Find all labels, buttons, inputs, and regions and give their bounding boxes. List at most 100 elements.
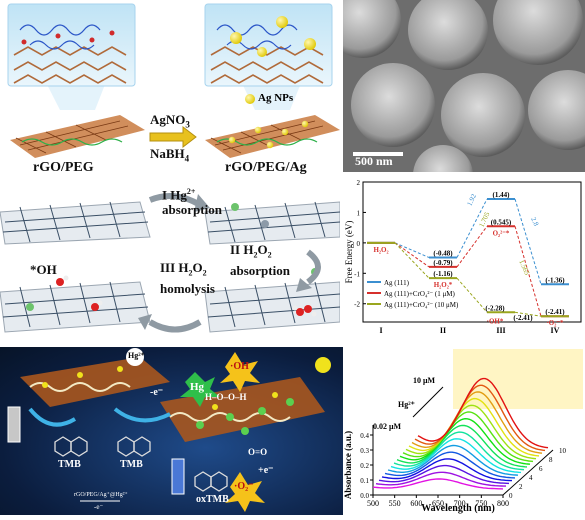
energy-value-label: (0.545)	[491, 218, 512, 226]
graphene-sheet-right	[205, 115, 340, 158]
lattice-right	[210, 46, 324, 84]
spectrum-curve	[390, 438, 522, 474]
energy-ytick-label: -2	[354, 301, 360, 309]
spectrum-curve	[399, 417, 531, 465]
spectrum-curve	[405, 404, 537, 460]
spectrum-curve	[381, 458, 512, 482]
lattice-step-3	[0, 281, 151, 333]
label-002um: 0.02 μM	[373, 422, 402, 431]
oh-label: *OH	[30, 262, 57, 277]
scheme-arrow-1	[28, 407, 77, 427]
energy-legend-label: Ag (111)+CrO₄²⁻ (10 μM)	[384, 301, 459, 309]
step1-label: I Hg2+ absorption	[162, 187, 222, 218]
energy-xtick-label: III	[496, 326, 505, 335]
spectra-xtick-label: 550	[389, 499, 401, 508]
legend-ag-nps: Ag NPs	[258, 92, 294, 104]
spectra-ztick-label: 10	[559, 447, 567, 455]
spectrum-curve	[387, 444, 519, 476]
label-rgo-peg: rGO/PEG	[33, 160, 94, 175]
reagent-agno3: AgNO3	[150, 112, 190, 130]
spectra-xlabel: Wavelength (nm)	[421, 503, 495, 514]
spectra-xtick-label: 600	[410, 499, 422, 508]
minus-e-label: -e⁻	[150, 387, 164, 398]
energy-connector	[394, 242, 430, 268]
scheme-sheet-1	[20, 357, 170, 407]
scheme-illustration	[7, 348, 331, 512]
step3-label: III H2O2 homolysis	[160, 260, 215, 296]
spectra-ytick-label: 0.0	[360, 492, 369, 500]
lattice-left	[13, 46, 127, 84]
hg-label: Hg	[190, 381, 205, 393]
ag-legend-dot	[245, 94, 255, 104]
hg-burst	[180, 372, 220, 407]
spectra-ztick-label: 4	[529, 474, 533, 482]
spectrum-curve	[396, 424, 528, 468]
energy-connector	[514, 311, 542, 317]
energy-xtick-label: II	[440, 326, 446, 335]
energy-value-label: (-1.36)	[545, 276, 565, 284]
ag-particles-zoom	[230, 16, 316, 57]
zoom-box-left	[7, 3, 136, 87]
tmb-molecule-1	[54, 436, 88, 457]
label-hg-ion: Hg²⁺	[398, 400, 415, 409]
energy-legend-label: Ag (111)	[384, 279, 410, 287]
spectra-ytick-label: 0.3	[360, 447, 369, 455]
sem-scale-label: 500 nm	[355, 154, 393, 168]
spectra-z-axis	[502, 449, 554, 496]
energy-value-label: (-1.16)	[433, 270, 453, 278]
graphene-sheet-left	[10, 115, 145, 158]
energy-legend-label: Ag (111)+CrO₄²⁻ (1 μM)	[384, 290, 455, 298]
concentration-arrow	[412, 386, 444, 418]
ag-site	[261, 220, 269, 228]
spectra-chart: Absorbance (a.u.) Wavelength (nm) 500 550…	[343, 349, 583, 514]
zoom-box-right	[204, 3, 333, 87]
spectra-ztick-label: 2	[519, 483, 523, 491]
equation-minus-e: -e⁻	[94, 503, 104, 511]
spectrum-curve	[378, 464, 510, 485]
panel-mechanism: I Hg2+ absorption II H2O2 absorption III H…	[0, 182, 341, 342]
energy-value-label: H₂O₂	[373, 246, 388, 254]
reagent-nabh4: NaBH4	[150, 146, 190, 164]
barrier-label: 2.8	[529, 216, 540, 228]
energy-ytick-label: 2	[357, 179, 361, 187]
spectra-ytick-label: 0.2	[360, 462, 369, 470]
lattice-step-4	[204, 281, 341, 333]
energy-value-label: (1.44)	[493, 191, 511, 199]
oxtmb-molecule	[194, 471, 228, 492]
energy-ytick-label: -1	[354, 270, 360, 278]
energy-connector	[456, 277, 488, 313]
tmb-molecule-2	[117, 436, 151, 457]
spectrum-curve	[408, 397, 540, 457]
energy-connector	[514, 226, 542, 317]
energy-ylabel: Free Energy (eV)	[344, 221, 354, 284]
spectrum-curve	[411, 391, 543, 454]
spectrum-curve	[375, 471, 506, 487]
energy-connector	[456, 225, 488, 268]
hg-ion-label: Hg²⁺	[128, 351, 145, 360]
tmb-label-1: TMB	[58, 459, 81, 470]
spectra-ztick-label: 0	[509, 492, 513, 500]
cycle-arrow-1	[148, 193, 202, 208]
hg-atom-3	[26, 303, 34, 311]
oxtmb-label: oxTMB	[196, 494, 229, 505]
panel-spectra: Absorbance (a.u.) Wavelength (nm) 500 550…	[343, 347, 585, 515]
spectrum-curve	[414, 384, 546, 452]
spectra-ylabel: Absorbance (a.u.)	[343, 431, 353, 499]
free-energy-chart: Free Energy (eV) 210-1-2 I II III IV (-0.48…	[344, 179, 582, 335]
synthesis-arrow	[149, 125, 197, 149]
scheme-ag-particles	[42, 366, 123, 388]
energy-value-label: ·OH*	[487, 317, 504, 325]
moon-dot	[315, 357, 331, 373]
peg-chains-left	[19, 24, 101, 50]
spectra-ytick-label: 0.4	[360, 432, 369, 440]
o2-scheme-label: ·O₂⁻	[234, 481, 254, 492]
spectra-ztick-label: 8	[549, 456, 553, 464]
energy-connector	[456, 198, 488, 258]
spectrum-curve	[393, 431, 525, 471]
synthesis-illustration	[7, 3, 340, 158]
energy-value-label: (-0.79)	[433, 259, 453, 267]
o2-burst	[225, 472, 265, 512]
plus-e-label: +e⁻	[258, 465, 274, 476]
energy-value-label: (-2.41)	[513, 314, 533, 322]
lattice-step-2	[204, 201, 341, 245]
